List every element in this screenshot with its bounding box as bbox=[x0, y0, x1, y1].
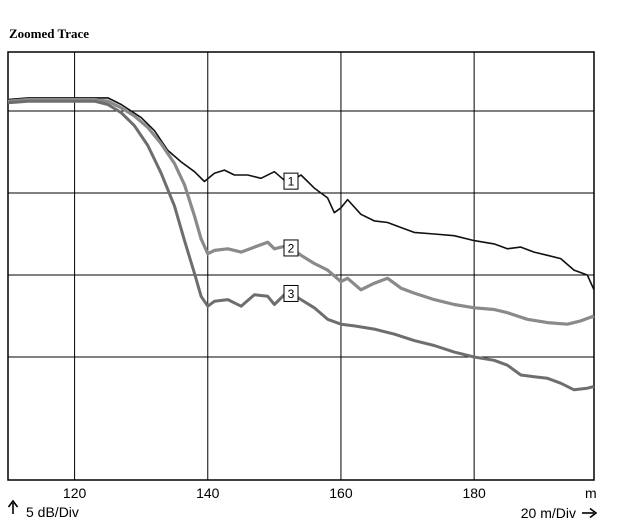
x-tick-label: 120 bbox=[63, 485, 87, 501]
x-tick-label: 180 bbox=[462, 485, 486, 501]
y-scale-indicator: 5 dB/Div bbox=[7, 499, 79, 520]
arrow-right-icon bbox=[582, 507, 598, 519]
trace-marker-box bbox=[283, 172, 299, 190]
trace-line-1 bbox=[7, 97, 595, 291]
trace-markers: 1 2 3 bbox=[283, 172, 299, 302]
trace-marker-label: 3 bbox=[288, 287, 295, 301]
arrow-up-icon bbox=[7, 499, 19, 514]
trace-marker-label: 1 bbox=[288, 175, 295, 189]
trace-marker-box bbox=[283, 284, 299, 302]
x-scale-label: 20 m/Div bbox=[521, 505, 576, 521]
x-tick-labels: 120 140 160 180 bbox=[63, 485, 486, 501]
grid-lines bbox=[8, 52, 594, 480]
x-tick-label: 160 bbox=[329, 485, 353, 501]
trace-marker-3: 3 bbox=[283, 284, 299, 302]
plot-frame bbox=[7, 51, 595, 481]
trace-marker-2: 2 bbox=[283, 239, 299, 257]
x-unit-label: m bbox=[585, 485, 597, 501]
x-tick-label: 140 bbox=[196, 485, 220, 501]
trace-marker-box bbox=[283, 239, 299, 257]
trace-marker-1: 1 bbox=[283, 172, 299, 190]
plot-area: 1 2 3 bbox=[7, 51, 595, 481]
trace-marker-label: 2 bbox=[288, 241, 295, 255]
chart-title: Zoomed Trace bbox=[9, 26, 89, 41]
y-scale-label: 5 dB/Div bbox=[26, 504, 79, 520]
x-scale-indicator: 20 m/Div bbox=[521, 505, 598, 521]
